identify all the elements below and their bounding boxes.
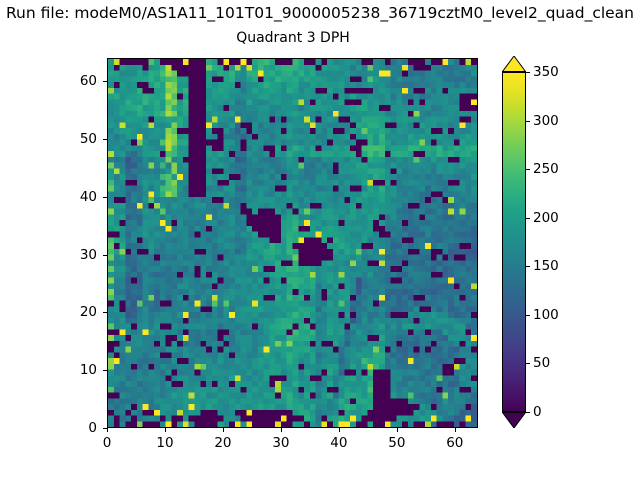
detector-pixel-map <box>108 59 477 427</box>
y-axis-tick-label: 0 <box>88 420 97 436</box>
y-axis-tick <box>103 81 107 82</box>
colorbar-tick <box>526 72 530 73</box>
x-axis-tick-label: 20 <box>214 435 232 451</box>
x-axis-tick-label: 50 <box>388 435 406 451</box>
colorbar-tick-label: 300 <box>533 112 559 129</box>
colorbar-tick <box>526 218 530 219</box>
y-axis-tick <box>103 255 107 256</box>
y-axis-tick-label: 20 <box>79 304 97 321</box>
x-axis-tick-label: 0 <box>102 435 112 451</box>
colorbar-tick <box>526 363 530 364</box>
y-axis-tick <box>103 139 107 140</box>
colorbar <box>502 56 526 428</box>
y-axis-tick <box>103 312 107 313</box>
x-axis-tick <box>107 428 108 432</box>
x-axis-tick <box>165 428 166 432</box>
x-axis-tick-label: 10 <box>156 435 174 451</box>
colorbar-tick-label: 250 <box>533 161 559 178</box>
y-axis-tick-label: 50 <box>79 130 97 147</box>
heatmap-axes <box>107 58 478 428</box>
colorbar-tick-label: 150 <box>533 258 559 275</box>
x-axis-tick <box>281 428 282 432</box>
x-axis-tick <box>223 428 224 432</box>
y-axis-tick-label: 60 <box>79 73 97 90</box>
colorbar-tick <box>526 169 530 170</box>
x-axis-tick <box>455 428 456 432</box>
figure-suptitle: Run file: modeM0/AS1A11_101T01_900000523… <box>0 3 640 23</box>
colorbar-tick-label: 50 <box>533 355 551 372</box>
x-axis-tick-label: 60 <box>446 435 464 451</box>
x-axis-tick <box>339 428 340 432</box>
x-axis-tick-label: 30 <box>272 435 290 451</box>
colorbar-tick <box>526 412 530 413</box>
colorbar-extend-bottom-arrow <box>502 412 526 428</box>
plot-title: Quadrant 3 DPH <box>236 30 350 46</box>
y-axis-tick-label: 30 <box>79 246 97 263</box>
colorbar-tick-label: 100 <box>533 306 559 323</box>
suptitle-text: Run file: modeM0/AS1A11_101T01_900000523… <box>5 4 635 22</box>
colorbar-tick-label: 0 <box>533 404 542 420</box>
colorbar-gradient <box>503 73 525 411</box>
y-axis-tick <box>103 197 107 198</box>
colorbar-gradient-body <box>502 72 526 412</box>
colorbar-tick <box>526 315 530 316</box>
y-axis-tick-label: 40 <box>79 188 97 205</box>
y-axis-tick <box>103 370 107 371</box>
x-axis-tick <box>397 428 398 432</box>
y-axis-tick <box>103 428 107 429</box>
colorbar-tick-label: 200 <box>533 209 559 226</box>
y-axis-tick-label: 10 <box>79 362 97 379</box>
colorbar-extend-top-arrow <box>502 56 526 72</box>
colorbar-tick <box>526 266 530 267</box>
colorbar-tick <box>526 121 530 122</box>
x-axis-tick-label: 40 <box>330 435 348 451</box>
colorbar-tick-label: 350 <box>533 64 559 80</box>
